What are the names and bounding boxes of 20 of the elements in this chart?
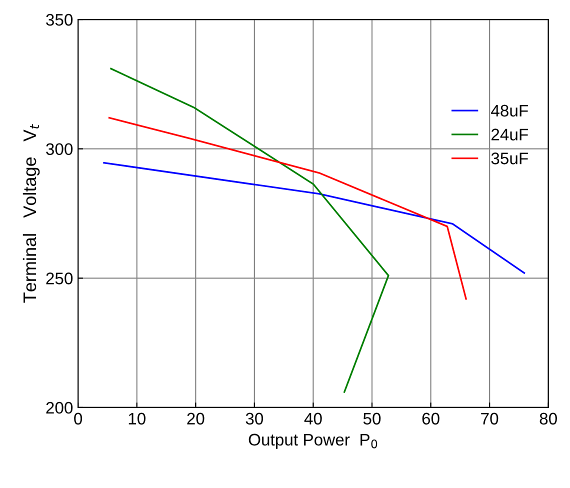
x-tick-label: 60 <box>422 412 440 425</box>
y-tick-label: 250 <box>46 272 73 284</box>
legend-label: 35uF <box>491 152 528 164</box>
legend-label: 24uF <box>491 128 528 140</box>
x-axis-title: Output Power P$_{0}$ <box>248 434 378 449</box>
line-series <box>108 116 467 300</box>
x-tick-label: 40 <box>304 412 322 425</box>
legend-label: 48uF <box>491 104 528 117</box>
y-tick-label: 200 <box>46 402 73 414</box>
x-tick-label: 80 <box>540 412 557 425</box>
x-tick-label: 0 <box>74 412 82 425</box>
x-tick-label: 10 <box>128 412 146 425</box>
y-tick-label: 300 <box>46 143 73 156</box>
x-tick-label: 30 <box>246 412 264 425</box>
x-tick-label: 20 <box>187 412 204 425</box>
y-axis-title: Terminal Voltage V$_{t}$ <box>22 124 40 303</box>
y-tick-label: 350 <box>46 14 73 26</box>
x-tick-label: 70 <box>481 412 498 425</box>
line-series <box>110 68 390 393</box>
x-tick-label: 50 <box>363 412 381 425</box>
